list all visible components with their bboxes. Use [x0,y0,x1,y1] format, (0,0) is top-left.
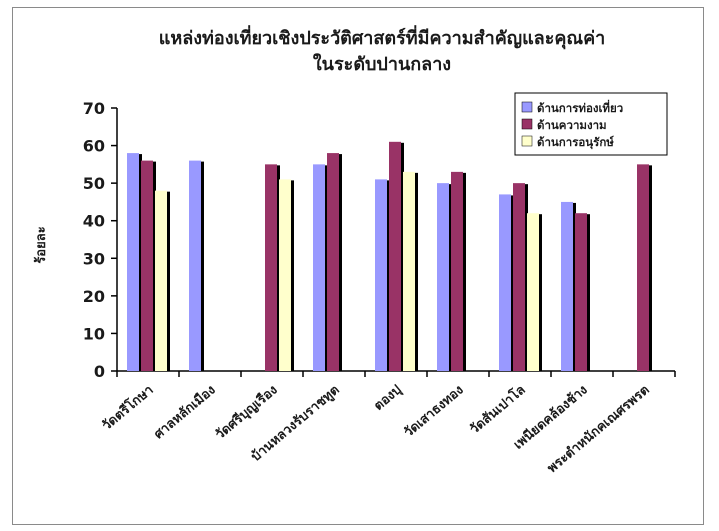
bar-6-1 [513,183,525,371]
bar-4-1 [389,141,401,371]
bar-5-0 [437,183,449,371]
y-tick-label: 50 [83,174,105,193]
bar-8-1 [637,164,649,371]
bar-3-0 [313,164,325,371]
bar-6-2 [527,213,539,371]
x-category-label: วัดตรีโกษา [98,381,156,434]
x-category-label: วัดสันเปาโล [466,381,529,437]
bar-0-2 [155,190,167,371]
bar-3-1 [327,153,339,371]
x-category-label: วัดเสาธงทอง [401,383,466,441]
y-tick-label: 0 [94,362,105,381]
x-category-label: ตองปุ [371,383,404,414]
y-tick-label: 60 [83,137,105,156]
legend-label: ด้านการอนุรักษ์ [537,135,614,150]
legend-swatch [521,135,533,147]
bar-4-2 [403,171,415,371]
bar-6-0 [499,194,511,371]
chart-subtitle: ในระดับปานกลาง [313,53,451,75]
legend-box [514,92,668,156]
x-category-label: พระตำหนักคเณศรพรต [544,382,652,477]
y-axis-label: ร้อยละ [33,226,49,263]
x-category-label: วัดศรีบุญเรือง [212,382,280,443]
y-tick-label: 30 [83,249,105,268]
y-tick-label: 10 [83,324,105,343]
bar-2-2 [279,179,291,371]
bar-0-1 [141,160,153,371]
x-category-label: ศาลหลักเมือง [151,382,219,443]
bar-5-1 [451,171,463,371]
legend-swatch [521,118,533,130]
bar-4-0 [375,179,387,371]
y-tick-label: 40 [83,212,105,231]
bar-7-0 [561,201,573,371]
bar-7-1 [575,213,587,371]
legend-label: ด้านความงาม [537,118,607,132]
bar-2-1 [265,164,277,371]
bar-0-0 [127,153,139,371]
legend-label: ด้านการท่องเที่ยว [537,99,623,115]
y-tick-label: 20 [83,287,105,306]
legend-swatch [521,101,533,113]
chart-title: แหล่งท่องเที่ยวเชิงประวัติศาสตร์ที่มีควา… [159,25,606,50]
bar-1-0 [189,160,201,371]
y-tick-label: 70 [83,99,105,118]
